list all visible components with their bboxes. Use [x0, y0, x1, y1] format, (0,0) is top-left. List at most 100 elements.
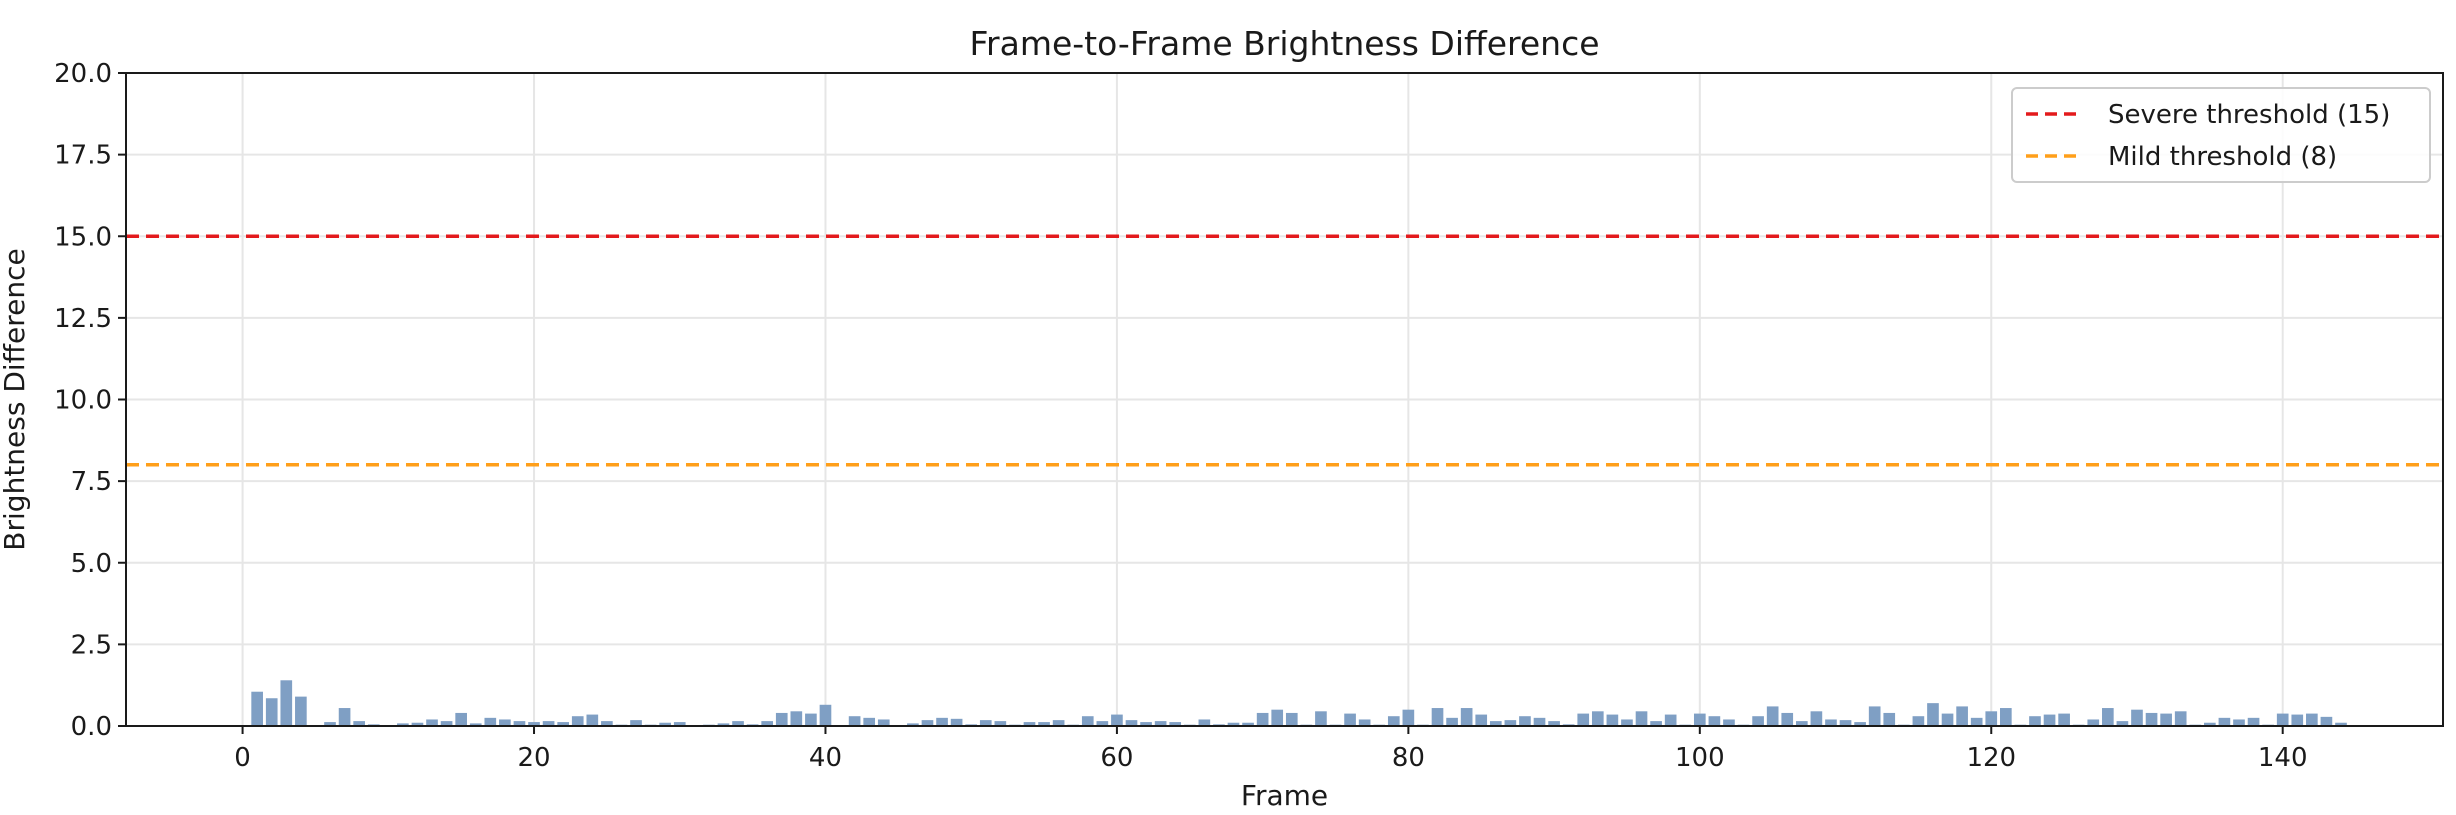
bar: [819, 704, 832, 726]
bar: [295, 696, 307, 726]
bar: [1387, 716, 1400, 726]
bar: [397, 723, 409, 726]
bar: [1883, 712, 1896, 726]
bar: [1489, 721, 1502, 726]
y-axis-ticks: 0.0 2.5 5.0 7.5 10.0 12.5 15.0 17.5 20.0: [54, 59, 126, 742]
bar: [1533, 717, 1546, 726]
bar: [921, 720, 934, 726]
bar: [2102, 708, 2114, 726]
bar: [338, 708, 351, 726]
threshold-lines: [126, 234, 2443, 467]
bar: [542, 721, 555, 726]
bar: [1227, 722, 1240, 726]
bar: [1344, 713, 1356, 726]
bar: [1591, 711, 1604, 726]
bar: [601, 721, 613, 726]
x-tick-label: 20: [517, 743, 550, 773]
bar: [1650, 721, 1662, 726]
bar: [2320, 716, 2333, 726]
bar: [2291, 714, 2304, 726]
bar: [1096, 721, 1109, 726]
bar: [2116, 721, 2129, 726]
bar: [2174, 711, 2187, 726]
bar: [2204, 722, 2216, 726]
bar: [863, 717, 876, 726]
bar: [1111, 714, 1123, 726]
legend-box: [2011, 87, 2431, 183]
bar: [790, 711, 803, 726]
bar: [586, 714, 599, 726]
bar: [484, 717, 497, 726]
x-tick-label: 80: [1392, 743, 1425, 773]
x-axis-title: Frame: [1241, 779, 1328, 812]
bar: [979, 720, 992, 726]
bar: [2058, 713, 2070, 726]
bar: [469, 723, 482, 726]
bar: [1708, 716, 1721, 726]
bar: [1460, 708, 1473, 726]
bar: [499, 719, 511, 726]
x-axis-ticks: 0 20 40 60 80 100 120 140: [234, 726, 2308, 773]
bar: [1664, 714, 1677, 726]
bar: [1271, 709, 1284, 726]
bar: [2000, 708, 2012, 726]
bar: [1927, 703, 1939, 726]
bar: [280, 680, 293, 726]
bar: [1868, 706, 1881, 726]
bar: [1242, 722, 1254, 726]
bar: [1140, 722, 1152, 726]
bar: [2233, 719, 2245, 726]
x-tick-label: 140: [2258, 743, 2308, 773]
bar: [2043, 714, 2056, 726]
bar: [1519, 716, 1531, 726]
bar: [1081, 716, 1094, 726]
bar: [673, 722, 686, 726]
bar: [1431, 708, 1444, 726]
bar: [1504, 720, 1517, 726]
bar: [2335, 722, 2347, 726]
bar: [1285, 712, 1298, 726]
bar: [2145, 712, 2158, 726]
bar: [1752, 716, 1764, 726]
bar: [1475, 714, 1488, 726]
bar: [1795, 721, 1808, 726]
bar: [1985, 711, 1998, 726]
legend: Severe threshold (15) Mild threshold (8): [2011, 87, 2431, 183]
bar: [848, 716, 861, 726]
bar: [411, 722, 424, 726]
y-tick-label: 20.0: [54, 59, 112, 89]
bar: [1621, 719, 1633, 726]
bar: [805, 713, 817, 726]
bar: [1154, 721, 1167, 726]
bar: [251, 691, 263, 726]
x-tick-label: 120: [1966, 743, 2016, 773]
bar: [2276, 713, 2289, 726]
bar: [1358, 719, 1371, 726]
x-tick-label: 40: [809, 743, 842, 773]
bar: [1125, 720, 1138, 726]
bar: [353, 721, 365, 726]
bar: [1023, 722, 1036, 726]
y-tick-label: 17.5: [54, 141, 112, 171]
y-tick-label: 0.0: [71, 712, 112, 742]
bar: [2087, 719, 2100, 726]
bar: [2029, 716, 2041, 726]
y-tick-label: 10.0: [54, 386, 112, 416]
y-tick-label: 15.0: [54, 222, 112, 252]
bar: [1723, 719, 1735, 726]
y-tick-label: 2.5: [71, 630, 112, 660]
bar: [2247, 717, 2260, 726]
bar: [1912, 716, 1925, 726]
bar: [1810, 711, 1823, 726]
bar: [1169, 722, 1182, 726]
bar: [1766, 706, 1779, 726]
bar: [1825, 719, 1837, 726]
y-axis-title: Brightness Difference: [0, 248, 31, 550]
bar: [455, 712, 467, 726]
bar: [907, 723, 919, 726]
bar: [513, 721, 526, 726]
bar: [1693, 713, 1706, 726]
bar: [2160, 713, 2172, 726]
bar: [630, 720, 642, 726]
